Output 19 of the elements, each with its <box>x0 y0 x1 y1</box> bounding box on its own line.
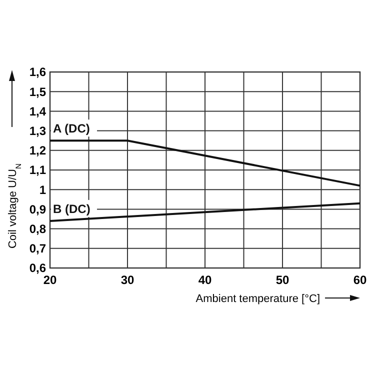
y-tick-label: 1,5 <box>29 84 46 99</box>
y-tick-label: 1,4 <box>29 104 46 118</box>
series-label: B (DC) <box>53 202 90 216</box>
y-tick-label: 0,8 <box>29 222 46 236</box>
y-tick-label: 0,9 <box>29 202 46 216</box>
y-tick-label: 1,2 <box>29 144 46 158</box>
series-label: A (DC) <box>53 122 90 136</box>
x-axis-title: Ambient temperature [°C] <box>196 293 320 305</box>
y-tick-label: 1,1 <box>29 163 46 178</box>
y-tick-label: 1,3 <box>29 124 46 138</box>
x-tick-label: 40 <box>198 273 212 287</box>
x-tick-label: 50 <box>276 273 290 287</box>
y-tick-label: 1 <box>39 182 46 197</box>
x-tick-label: 60 <box>353 273 367 287</box>
x-tick-label: 20 <box>43 273 57 287</box>
y-tick-label: 1,6 <box>29 65 46 80</box>
y-tick-label: 0,7 <box>29 242 46 256</box>
y-tick-label: 0,6 <box>29 261 46 276</box>
x-tick-label: 30 <box>120 273 134 287</box>
